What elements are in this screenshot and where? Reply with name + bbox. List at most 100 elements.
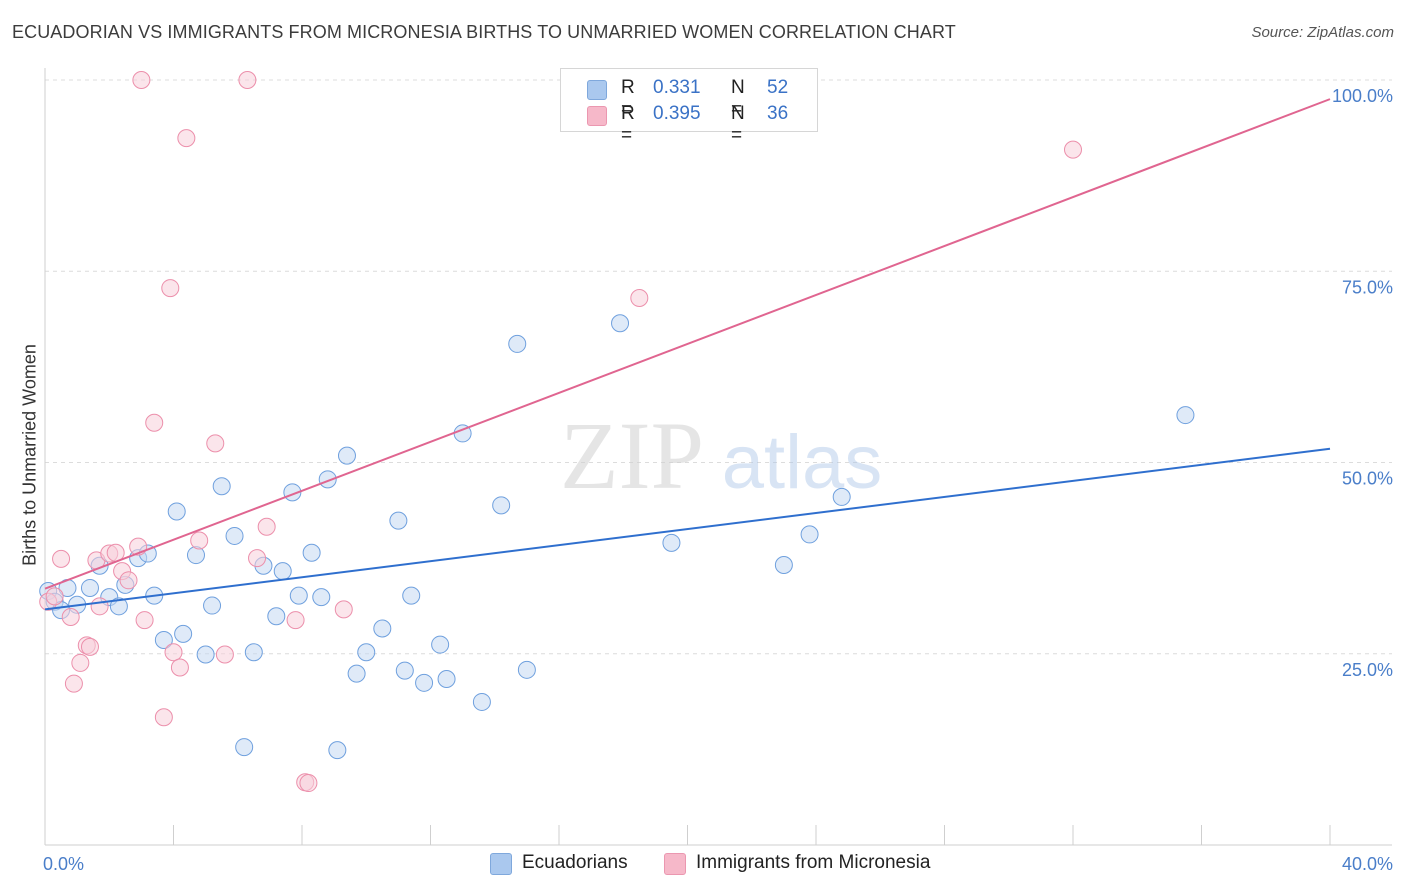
point-ecuadorians xyxy=(402,586,421,605)
point-ecuadorians xyxy=(186,546,205,565)
point-micronesia xyxy=(286,611,305,630)
point-ecuadorians xyxy=(517,660,536,679)
point-micronesia xyxy=(238,71,257,89)
point-micronesia xyxy=(630,289,649,308)
legend-n-label: N = xyxy=(731,103,745,146)
point-micronesia xyxy=(215,645,234,664)
point-ecuadorians xyxy=(415,673,434,692)
point-ecuadorians xyxy=(212,477,231,496)
point-micronesia xyxy=(257,517,276,536)
point-micronesia xyxy=(164,643,183,662)
point-ecuadorians xyxy=(289,586,308,605)
bottom-legend-swatch-micronesia xyxy=(664,853,686,875)
trend-line-ecuadorians xyxy=(44,447,1331,611)
point-micronesia xyxy=(299,774,318,793)
point-ecuadorians xyxy=(774,556,793,575)
point-ecuadorians xyxy=(225,526,244,545)
point-micronesia xyxy=(145,413,164,432)
point-ecuadorians xyxy=(373,619,392,638)
point-ecuadorians xyxy=(235,738,254,757)
point-micronesia xyxy=(334,600,353,619)
point-micronesia xyxy=(71,653,90,672)
point-micronesia xyxy=(154,708,173,727)
point-micronesia xyxy=(90,597,109,616)
legend-n-value: 36 xyxy=(767,103,789,124)
legend-r-label: R = xyxy=(621,77,635,120)
point-ecuadorians xyxy=(437,669,456,688)
point-micronesia xyxy=(248,549,267,568)
legend-r-value: 0.331 xyxy=(653,77,701,98)
point-micronesia xyxy=(206,434,225,453)
point-micronesia xyxy=(80,637,99,656)
bottom-legend-label: Immigrants from Micronesia xyxy=(696,852,931,873)
y-tick-label: 25.0% xyxy=(1342,660,1393,680)
legend-r-value: 0.395 xyxy=(653,103,701,124)
legend-n-value: 52 xyxy=(767,77,789,98)
point-ecuadorians xyxy=(174,624,193,643)
point-micronesia xyxy=(177,129,196,148)
point-ecuadorians xyxy=(154,630,173,649)
point-ecuadorians xyxy=(357,643,376,662)
y-tick-label: 100.0% xyxy=(1332,86,1393,106)
source-credit: Source: ZipAtlas.com xyxy=(1251,24,1394,41)
point-micronesia xyxy=(161,279,180,298)
watermark: ZIP atlas xyxy=(560,402,882,509)
point-ecuadorians xyxy=(109,597,128,616)
point-ecuadorians xyxy=(302,543,321,562)
stats-legend: R = 0.331 N = 52 R = 0.395 N = 36 xyxy=(560,68,818,146)
bottom-legend-swatch-ecuadorians xyxy=(490,853,512,875)
trend-line-micronesia xyxy=(44,98,1331,590)
point-ecuadorians xyxy=(273,562,292,581)
point-micronesia xyxy=(45,587,64,606)
chart-title: ECUADORIAN VS IMMIGRANTS FROM MICRONESIA… xyxy=(12,22,956,42)
legend-swatch-micronesia xyxy=(587,106,607,126)
y-tick-label: 75.0% xyxy=(1342,277,1393,297)
point-ecuadorians xyxy=(492,496,511,515)
gridlines xyxy=(45,79,1392,655)
point-micronesia xyxy=(119,571,138,590)
point-ecuadorians xyxy=(267,607,286,626)
point-micronesia xyxy=(170,658,189,677)
data-points xyxy=(39,71,1195,793)
point-micronesia xyxy=(132,71,151,89)
point-micronesia xyxy=(64,674,83,693)
point-ecuadorians xyxy=(328,741,347,760)
legend-swatch-ecuadorians xyxy=(587,80,607,100)
point-micronesia xyxy=(135,611,154,630)
axes xyxy=(44,68,1392,846)
x-tick-label: 40.0% xyxy=(1342,854,1393,874)
watermark-zip: ZIP xyxy=(560,402,704,509)
point-ecuadorians xyxy=(167,502,186,521)
x-tick-label: 0.0% xyxy=(43,854,84,874)
point-ecuadorians xyxy=(662,533,681,552)
point-ecuadorians xyxy=(203,596,222,615)
y-axis-label: Births to Unmarried Women xyxy=(19,344,40,566)
point-ecuadorians xyxy=(611,314,630,333)
point-ecuadorians xyxy=(389,511,408,530)
y-tick-label: 50.0% xyxy=(1342,469,1393,489)
watermark-atlas: atlas xyxy=(722,420,883,505)
point-ecuadorians xyxy=(196,645,215,664)
trend-lines xyxy=(44,98,1331,611)
point-ecuadorians xyxy=(395,661,414,680)
point-ecuadorians xyxy=(508,334,527,353)
point-ecuadorians xyxy=(312,588,331,607)
point-ecuadorians xyxy=(832,487,851,506)
point-micronesia xyxy=(61,608,80,627)
point-ecuadorians xyxy=(337,446,356,465)
point-micronesia xyxy=(52,549,71,568)
point-micronesia xyxy=(1064,140,1082,159)
bottom-legend-label: Ecuadorians xyxy=(522,852,628,873)
point-ecuadorians xyxy=(1176,406,1195,425)
legend-n-label: N = xyxy=(731,77,745,120)
tick-labels: 25.0% 50.0% 75.0% 100.0% 0.0% 40.0% xyxy=(43,86,1393,874)
point-ecuadorians xyxy=(431,635,450,654)
point-ecuadorians xyxy=(80,578,99,597)
legend-r-label: R = xyxy=(621,103,635,146)
point-ecuadorians xyxy=(472,692,491,711)
point-micronesia xyxy=(190,531,209,550)
point-ecuadorians xyxy=(800,525,819,544)
point-ecuadorians xyxy=(244,643,263,662)
point-ecuadorians xyxy=(347,664,366,683)
